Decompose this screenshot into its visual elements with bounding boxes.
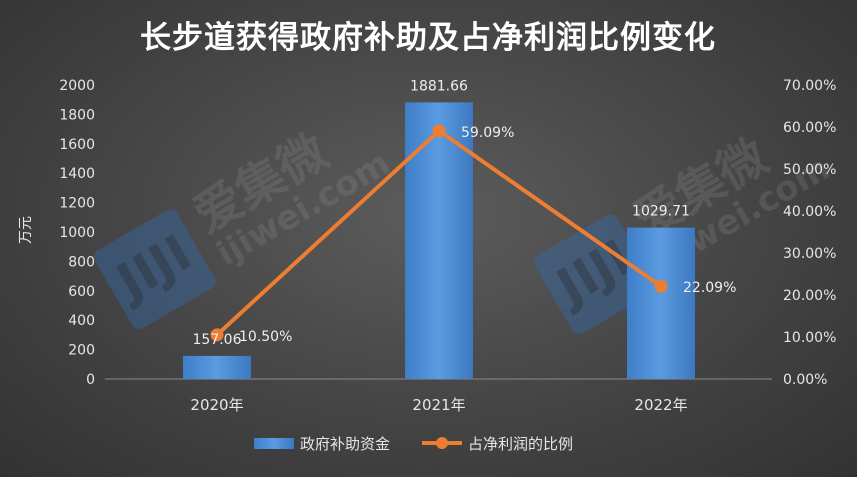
y2-tick-label: 10.00% [783,330,836,346]
x-tick-label: 2022年 [634,396,687,414]
line-point [432,124,446,138]
line-data-label: 10.50% [239,329,292,345]
y-tick-label: 400 [68,313,95,329]
y-tick-label: 1600 [59,137,95,153]
y2-tick-label: 30.00% [783,246,836,262]
line-point [210,328,224,342]
bar [183,355,251,379]
y-tick-label: 200 [68,343,95,359]
x-tick-label: 2021年 [412,396,465,414]
bar-data-label: 157.06 [193,332,242,348]
legend-swatch-bar [254,438,294,449]
legend-swatch-marker [436,437,448,449]
y2-tick-label: 50.00% [783,162,836,178]
watermark-logo-box [534,214,656,335]
legend: 政府补助资金 占净利润的比例 [254,435,573,453]
data-labels: 157.06 1881.66 1029.71 10.50% 59.09% 22.09% [193,78,737,348]
y-tick-label: 600 [68,284,95,300]
x-axis-categories: 2020年 2021年 2022年 [190,396,687,414]
bar-data-label: 1029.71 [632,204,690,220]
y2-tick-label: 60.00% [783,120,836,136]
y2-tick-label: 20.00% [783,288,836,304]
chart-title: 长步道获得政府补助及占净利润比例变化 [140,20,716,56]
y-tick-label: 1400 [59,166,95,182]
y-tick-label: 1200 [59,196,95,212]
line-point [654,279,668,293]
legend-label-bar: 政府补助资金 [300,435,390,453]
bar-data-label: 1881.66 [410,78,468,94]
y-axis-label: 万元 [18,216,34,244]
x-tick-label: 2020年 [190,396,243,414]
y-tick-label: 0 [86,372,95,388]
bar [627,227,695,379]
y2-tick-label: 0.00% [783,372,827,388]
line-series [210,124,668,342]
y-tick-label: 2000 [59,78,95,94]
watermark-logo-box [94,209,216,330]
y-tick-label: 800 [68,254,95,270]
legend-label-line: 占净利润的比例 [468,435,573,453]
y2-axis-ticks: 70.00% 60.00% 50.00% 40.00% 30.00% 20.00% 10.0… [783,78,836,388]
line-data-label: 59.09% [461,125,514,141]
y2-tick-label: 40.00% [783,204,836,220]
line-data-label: 22.09% [683,280,736,296]
y-tick-label: 1000 [59,225,95,241]
y-tick-label: 1800 [59,107,95,123]
y2-tick-label: 70.00% [783,78,836,94]
bar [405,102,473,379]
